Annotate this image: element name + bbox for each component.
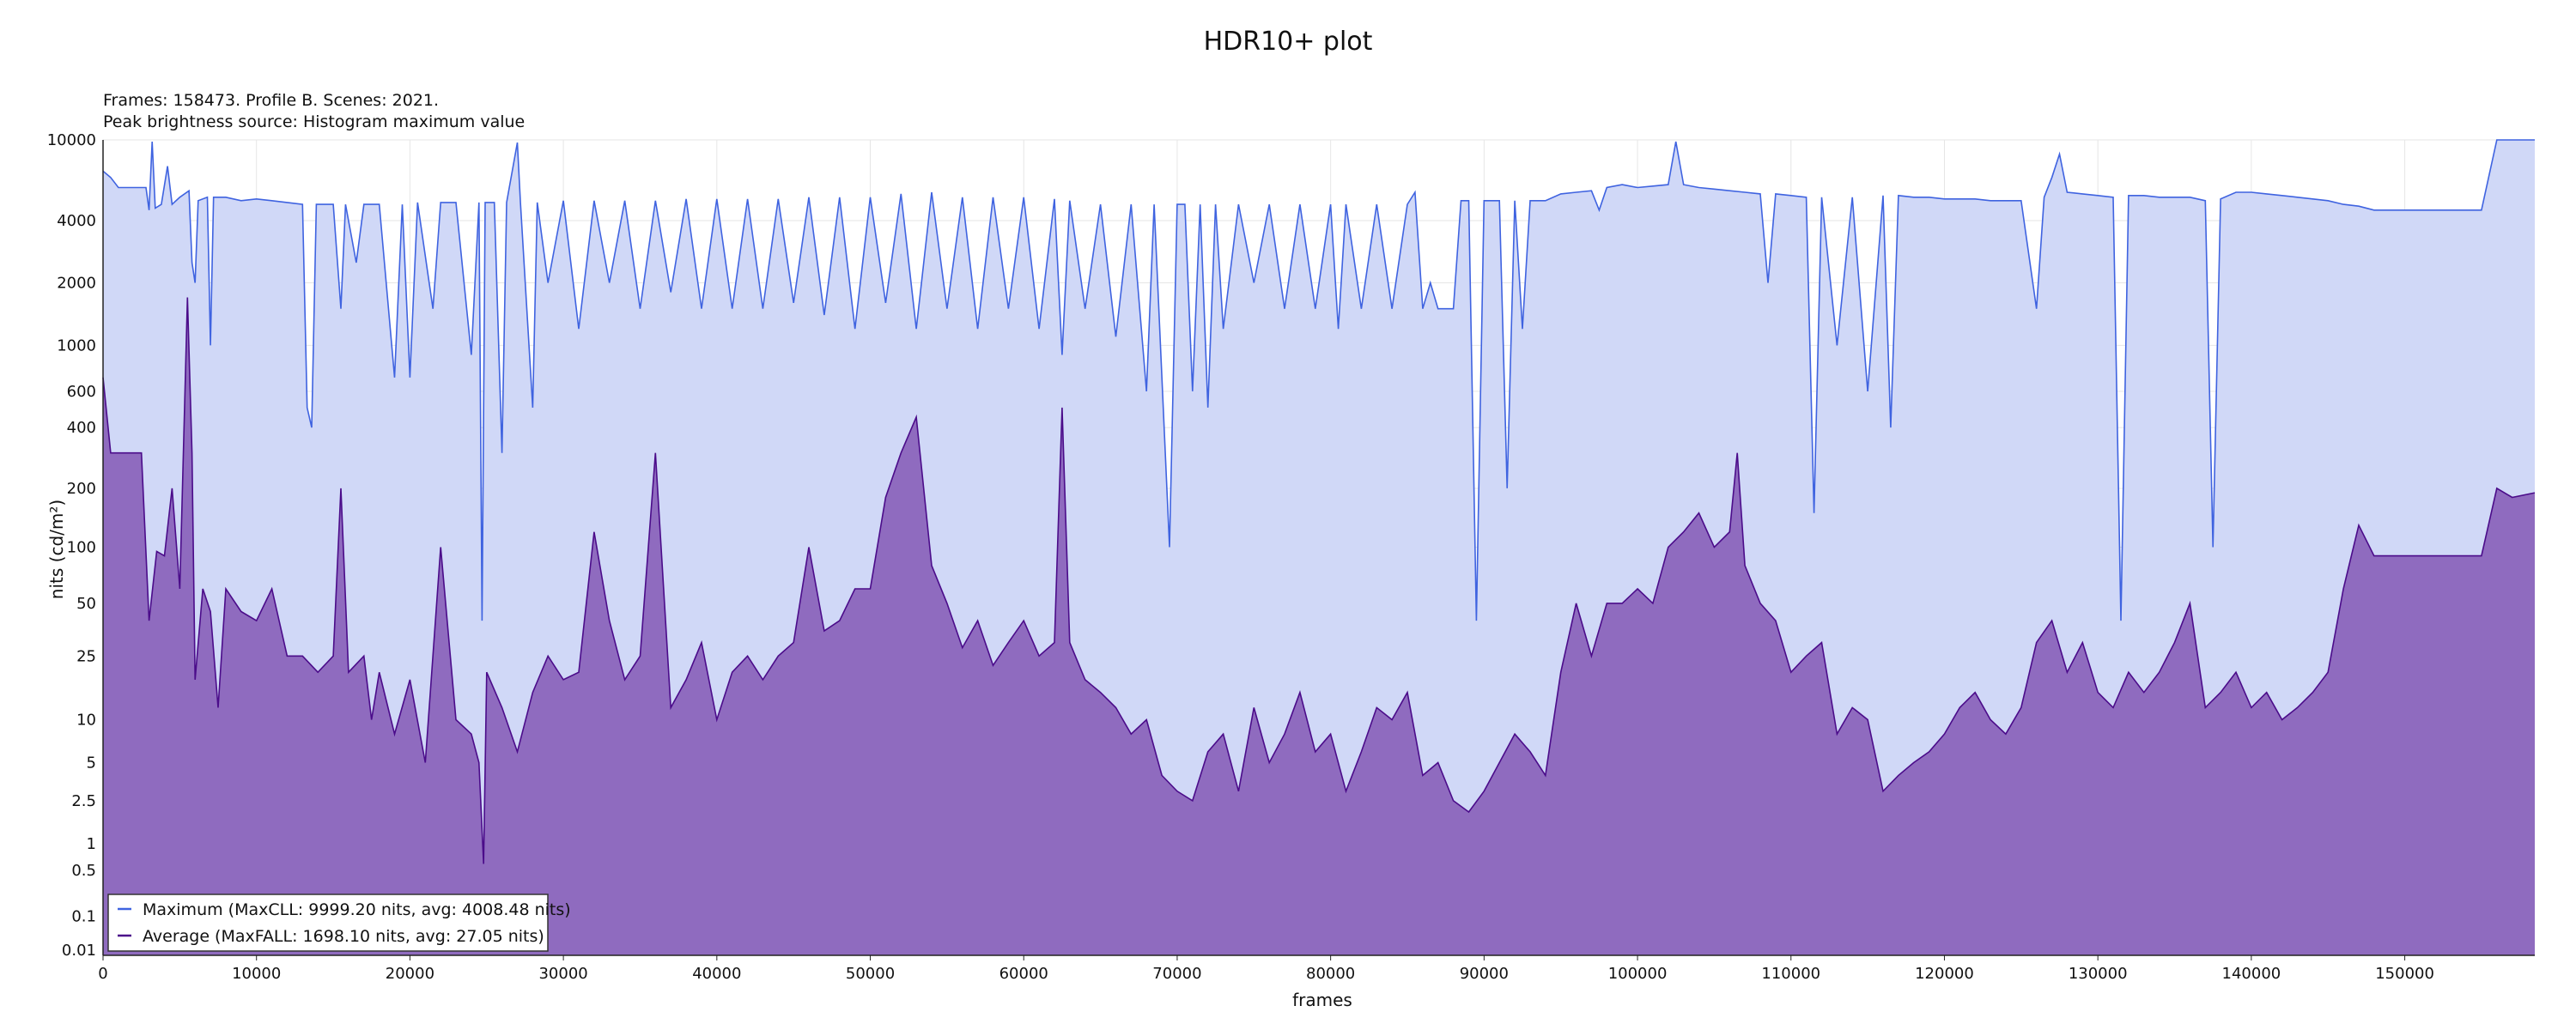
y-tick-label: 0.1 (71, 907, 96, 925)
y-tick-label: 0.01 (62, 942, 96, 960)
y-tick-label: 5 (87, 754, 96, 772)
x-axis-label: frames (1292, 990, 1352, 1010)
series-area-1 (103, 297, 2535, 955)
x-tick-label: 80000 (1306, 965, 1355, 983)
y-tick-label: 1000 (57, 336, 96, 354)
y-tick-label: 400 (67, 419, 96, 437)
info-line-frames: Frames: 158473. Profile B. Scenes: 2021. (103, 91, 439, 110)
x-tick-label: 110000 (1761, 965, 1820, 983)
y-tick-label: 200 (67, 480, 96, 498)
y-tick-label: 10 (76, 711, 96, 729)
x-tick-label: 20000 (386, 965, 434, 983)
series-layer (102, 139, 2536, 955)
chart-title: HDR10+ plot (1204, 27, 1373, 57)
x-tick-label: 50000 (846, 965, 895, 983)
x-tick-label: 140000 (2222, 965, 2281, 983)
x-tick-label: 0 (98, 965, 107, 983)
series-line-0 (102, 139, 2535, 621)
x-tick-label: 90000 (1460, 965, 1509, 983)
x-tick-label: 130000 (2069, 965, 2128, 983)
y-tick-label: 600 (67, 383, 96, 401)
y-tick-label: 25 (76, 647, 96, 665)
y-tick-label: 2000 (57, 274, 96, 292)
series-line-1 (102, 297, 2536, 864)
y-tick-label: 100 (67, 538, 96, 556)
y-tick-label: 2.5 (71, 792, 96, 810)
x-tick-label: 40000 (692, 965, 741, 983)
x-tick-label: 70000 (1152, 965, 1201, 983)
legend-label-average: Average (MaxFALL: 1698.10 nits, avg: 27.… (143, 927, 544, 946)
x-tick-label: 60000 (999, 965, 1048, 983)
x-tick-label: 150000 (2375, 965, 2434, 983)
y-tick-label: 0.5 (71, 862, 96, 880)
y-tick-label: 10000 (47, 131, 96, 149)
x-tick-label: 120000 (1915, 965, 1974, 983)
axes: 0 10000 20000 30000 40000 50000 60000 70000 8000… (47, 131, 2535, 983)
y-tick-label: 4000 (57, 212, 96, 230)
legend-label-maximum: Maximum (MaxCLL: 9999.20 nits, avg: 4008… (143, 900, 571, 919)
x-tick-label: 30000 (538, 965, 587, 983)
y-tick-label: 1 (87, 835, 96, 853)
y-axis-label: nits (cd/m²) (46, 500, 67, 599)
x-tick-label: 100000 (1608, 965, 1668, 983)
legend: Maximum (MaxCLL: 9999.20 nits, avg: 4008… (107, 894, 571, 952)
info-line-peak-source: Peak brightness source: Histogram maximu… (103, 112, 525, 131)
legend-box (107, 894, 549, 952)
y-tick-label: 50 (76, 595, 96, 613)
x-tick-label: 10000 (232, 965, 281, 983)
